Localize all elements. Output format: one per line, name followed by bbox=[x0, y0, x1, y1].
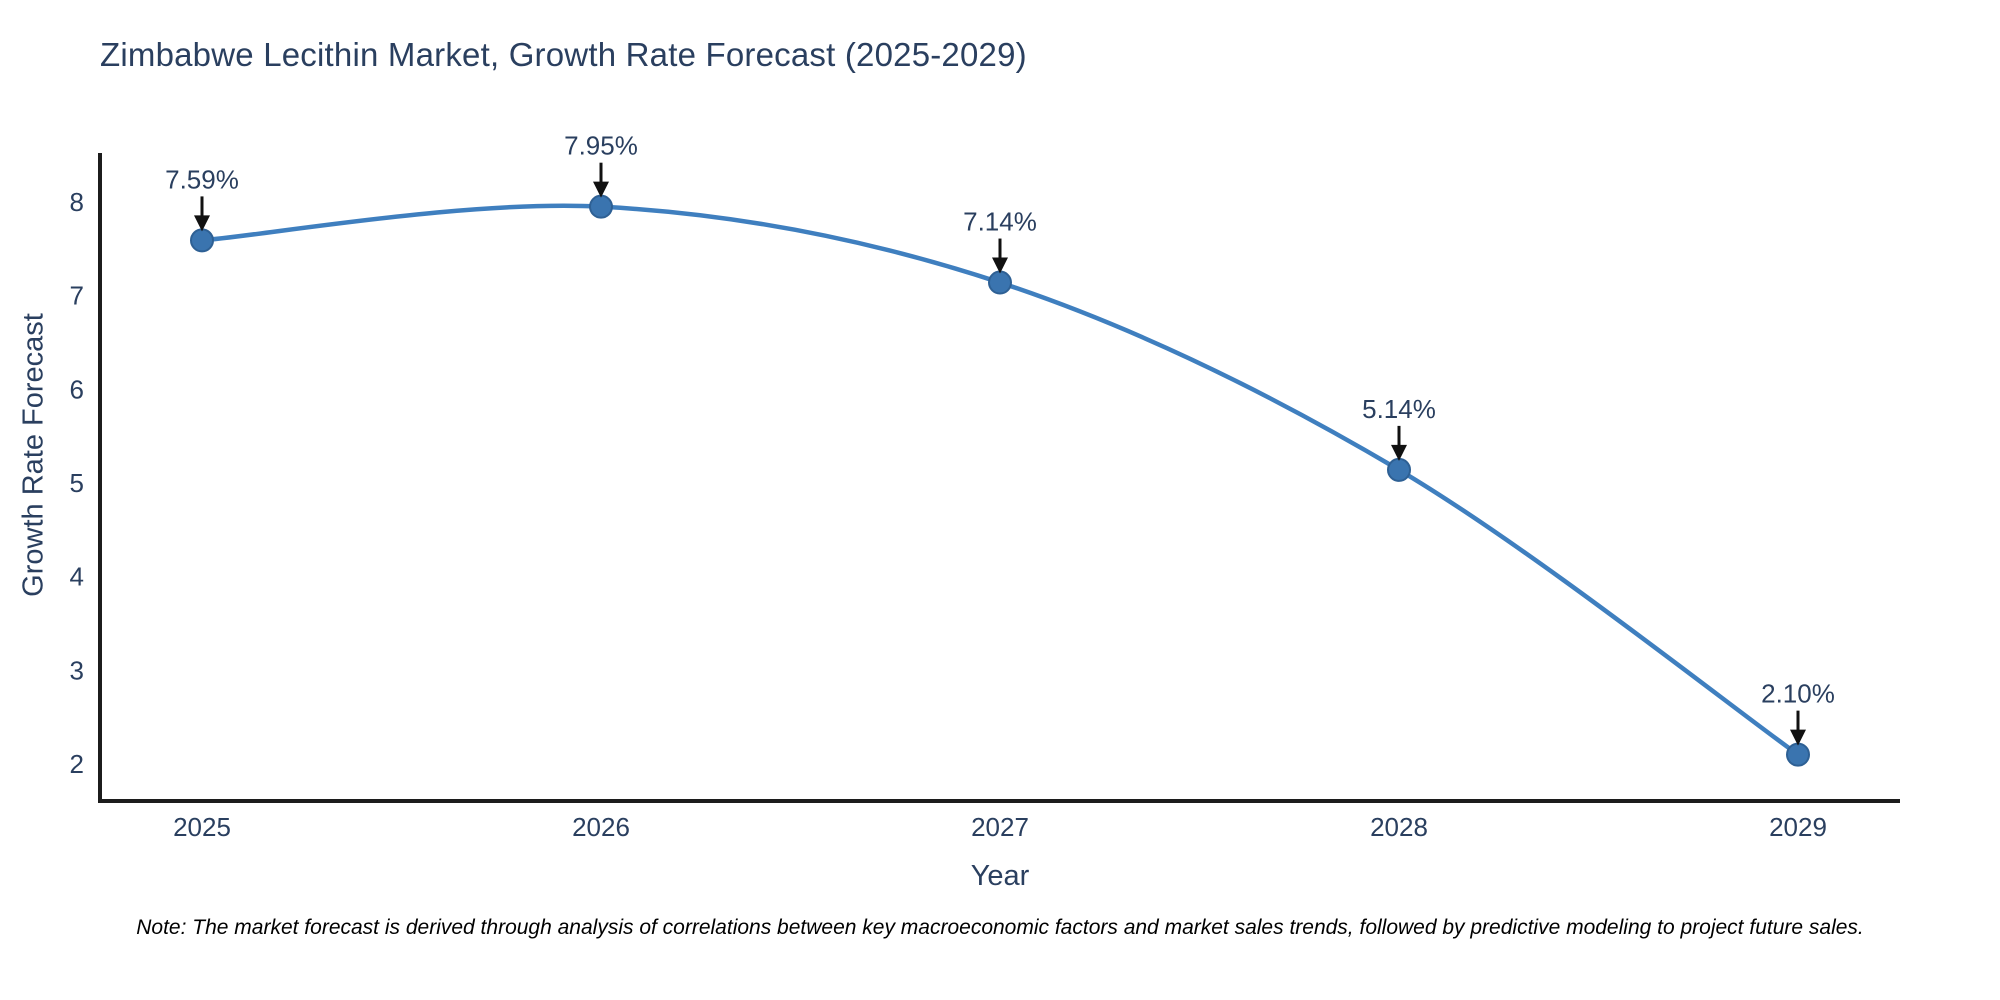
annotation-label: 7.59% bbox=[165, 164, 239, 194]
data-point bbox=[1387, 457, 1411, 482]
x-tick-label: 2025 bbox=[173, 812, 231, 842]
data-point bbox=[190, 228, 214, 253]
x-axis-title: Year bbox=[970, 860, 1030, 892]
y-tick-label: 8 bbox=[70, 187, 84, 217]
chart-title: Zimbabwe Lecithin Market, Growth Rate Fo… bbox=[100, 36, 1027, 73]
annotation-arrowhead bbox=[593, 181, 609, 198]
data-point bbox=[1786, 742, 1810, 767]
x-tick-label: 2029 bbox=[1769, 812, 1827, 842]
annotation-label: 2.10% bbox=[1761, 679, 1835, 709]
y-tick-label: 6 bbox=[70, 374, 84, 404]
y-tick-label: 5 bbox=[70, 468, 84, 498]
annotation-arrowhead bbox=[1391, 444, 1407, 461]
y-tick-label: 4 bbox=[70, 562, 84, 592]
annotation-label: 7.95% bbox=[564, 131, 638, 161]
y-tick-label: 2 bbox=[70, 749, 84, 779]
x-tick-label: 2027 bbox=[971, 812, 1029, 842]
footnote: Note: The market forecast is derived thr… bbox=[136, 916, 1864, 939]
x-tick-label: 2026 bbox=[572, 812, 630, 842]
annotation-label: 7.14% bbox=[963, 207, 1037, 237]
y-tick-label: 3 bbox=[70, 655, 84, 685]
annotation-arrowhead bbox=[194, 215, 210, 232]
annotation-label: 5.14% bbox=[1362, 394, 1436, 424]
annotation-arrowhead bbox=[1790, 729, 1806, 746]
data-point bbox=[988, 270, 1012, 295]
annotation-arrowhead bbox=[992, 257, 1008, 274]
data-point bbox=[589, 194, 613, 219]
y-axis-title: Growth Rate Forecast bbox=[17, 313, 50, 597]
y-tick-label: 7 bbox=[70, 281, 84, 311]
x-tick-label: 2028 bbox=[1370, 812, 1428, 842]
